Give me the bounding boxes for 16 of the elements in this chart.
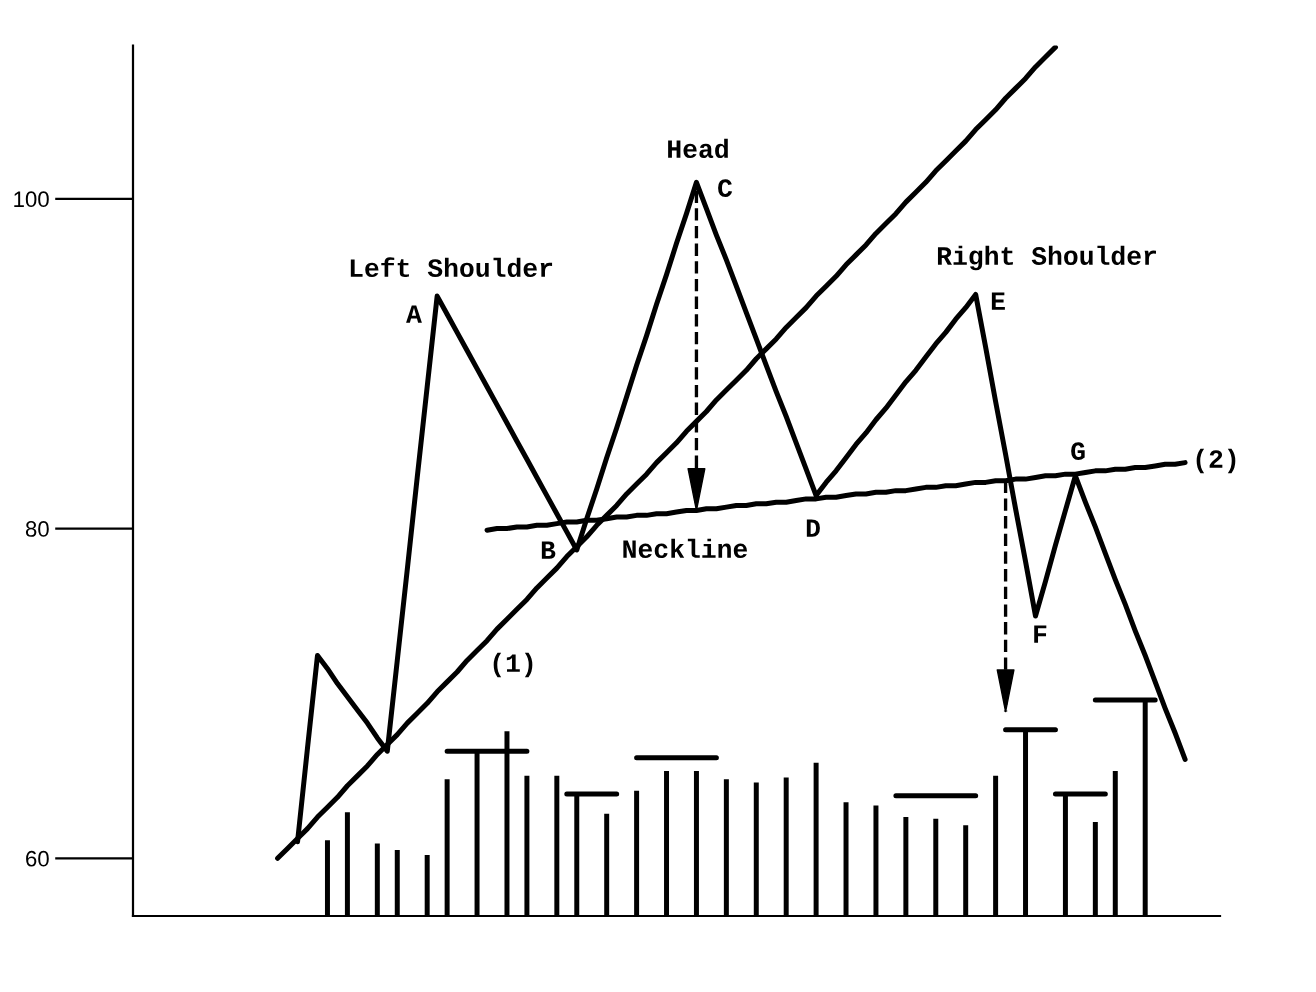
y-tick-label: 60: [26, 850, 49, 867]
annotation: G: [1071, 442, 1085, 461]
y-tick-label: 100: [14, 191, 49, 208]
annotation: D: [806, 519, 820, 537]
annotation: Neckline: [623, 538, 748, 559]
annotation: Left Shoulder: [350, 257, 553, 278]
annotation: (1): [493, 652, 533, 678]
annotation: C: [718, 179, 733, 198]
annotation: Right Shoulder: [937, 245, 1156, 271]
annotation: B: [541, 541, 556, 559]
annotation: F: [1034, 625, 1047, 643]
annotation: E: [991, 292, 1005, 310]
y-tick-label: 80: [25, 521, 49, 537]
annotation: (2): [1196, 448, 1236, 474]
annotation: Head: [668, 138, 728, 159]
annotation: A: [406, 305, 422, 323]
